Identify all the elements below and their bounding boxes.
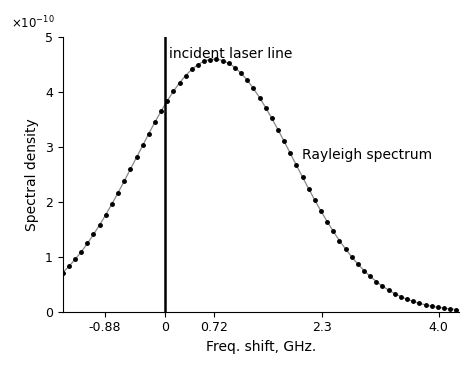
Text: Rayleigh spectrum: Rayleigh spectrum [302,148,432,162]
Text: $\times10^{-10}$: $\times10^{-10}$ [11,15,55,32]
Y-axis label: Spectral density: Spectral density [26,118,39,231]
X-axis label: Freq. shift, GHz.: Freq. shift, GHz. [206,340,316,354]
Text: incident laser line: incident laser line [169,47,292,61]
